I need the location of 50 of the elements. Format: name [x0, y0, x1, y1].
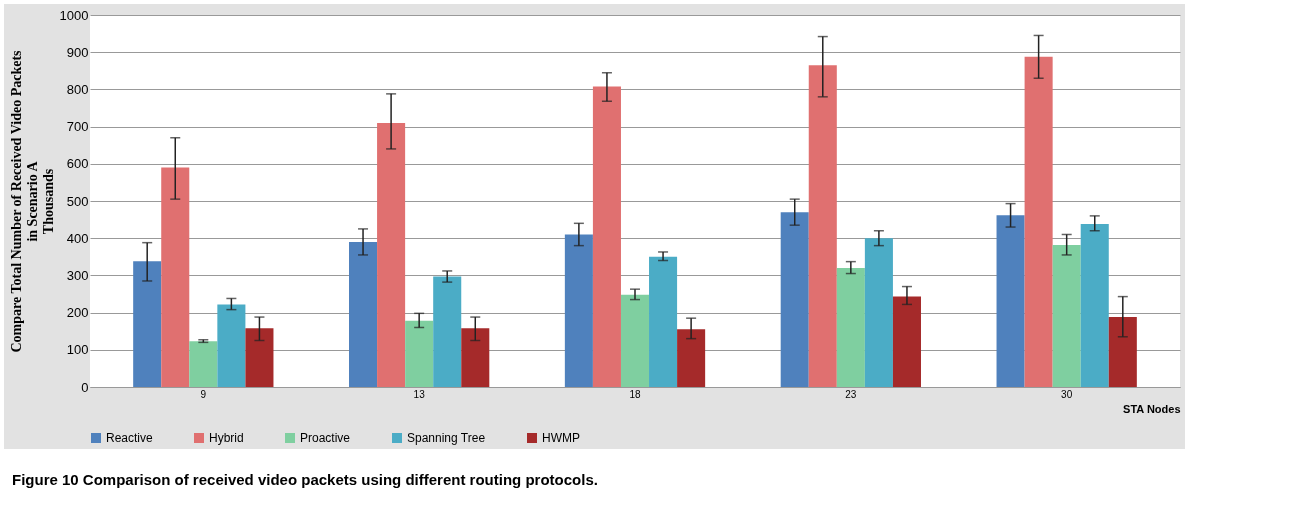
bar [217, 304, 246, 387]
bar [161, 167, 190, 387]
bar [808, 65, 837, 387]
bar [780, 212, 809, 387]
y-tick-label: 400 [66, 230, 89, 246]
y-tick-label: 900 [66, 44, 89, 60]
bar [1024, 56, 1053, 387]
bar [892, 296, 921, 387]
legend-label: Spanning Tree [407, 431, 486, 445]
bar [405, 320, 434, 387]
x-axis-title: STA Nodes [1123, 402, 1181, 415]
y-tick-label: 800 [66, 81, 89, 97]
bar [433, 276, 462, 387]
bar [245, 328, 274, 387]
bar [564, 234, 593, 387]
bar [349, 241, 378, 387]
y-tick-label: 600 [66, 156, 89, 172]
y-tick-label: 200 [66, 305, 89, 321]
x-tick-label: 13 [413, 388, 426, 400]
bar [677, 329, 706, 387]
legend-label: Hybrid [209, 431, 244, 445]
y-tick-label: 700 [66, 119, 89, 135]
legend-label: HWMP [542, 431, 580, 445]
y-axis-title: Compare Total Number of Received Video Packets in Scenario A [8, 49, 40, 353]
y-tick-label: 100 [66, 342, 89, 358]
bar [620, 294, 650, 387]
bar [864, 238, 893, 387]
y-tick-label: 300 [66, 267, 89, 283]
y-tick-label: 1000 [59, 7, 89, 23]
caption: Figure 10 Comparison of received video packets using different routing protocols. [12, 471, 599, 488]
bar [1108, 317, 1137, 387]
bar [592, 86, 621, 387]
bar [836, 267, 865, 387]
x-tick-label: 23 [845, 388, 857, 400]
bar [1052, 244, 1081, 387]
legend-label: Reactive [106, 431, 154, 445]
text: Thousands [40, 168, 56, 235]
x-tick-label: 30 [1061, 388, 1073, 400]
bar [1080, 224, 1109, 387]
y-tick-label: 500 [66, 193, 89, 209]
bar [996, 215, 1025, 387]
x-tick-label: 18 [629, 388, 641, 400]
bar [189, 341, 218, 387]
y-tick-label: 0 [81, 379, 89, 395]
x-tick-label: 9 [200, 388, 207, 400]
legend-label: Proactive [300, 431, 351, 445]
bar [133, 261, 162, 387]
bar [377, 122, 406, 387]
bar [461, 328, 490, 387]
bar [649, 256, 678, 387]
